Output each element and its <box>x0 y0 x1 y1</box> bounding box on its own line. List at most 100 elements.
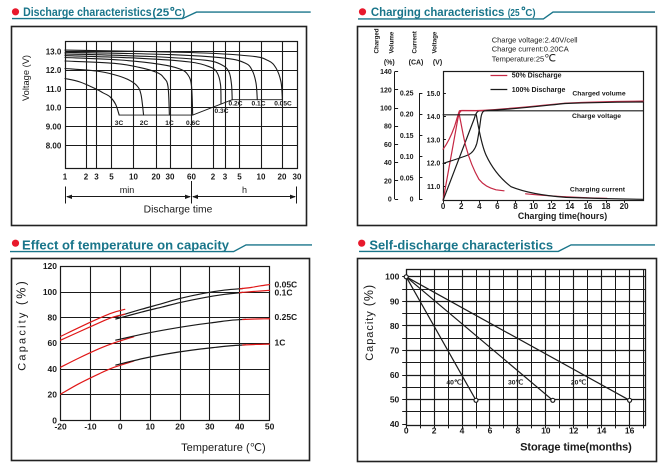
svg-text:100% Discharge: 100% Discharge <box>512 87 566 94</box>
svg-text:Temperature:25℃: Temperature:25℃ <box>492 52 557 64</box>
svg-text:30: 30 <box>205 421 215 431</box>
svg-text:14.0: 14.0 <box>427 114 441 121</box>
svg-text:0.10: 0.10 <box>400 154 414 161</box>
svg-text:0.05C: 0.05C <box>275 280 298 290</box>
svg-text:10: 10 <box>541 425 551 435</box>
svg-text:50% Discharge: 50% Discharge <box>512 73 562 80</box>
svg-text:2: 2 <box>211 172 216 181</box>
svg-text:Charging current: Charging current <box>570 187 626 194</box>
svg-text:Charge voltage: Charge voltage <box>572 113 621 120</box>
svg-text:Charge current:0.20CA: Charge current:0.20CA <box>492 45 569 54</box>
svg-text:Discharge time: Discharge time <box>144 205 213 216</box>
svg-text:20: 20 <box>175 421 185 431</box>
svg-text:40℃: 40℃ <box>446 379 462 387</box>
svg-text:30℃: 30℃ <box>508 379 524 387</box>
svg-text:120: 120 <box>380 87 392 94</box>
svg-text:8: 8 <box>516 425 521 435</box>
svg-text:0.25C: 0.25C <box>275 312 298 322</box>
svg-text:min: min <box>120 185 135 195</box>
svg-text:0.1C: 0.1C <box>252 101 266 108</box>
svg-text:0: 0 <box>441 202 446 211</box>
svg-text:0.6C: 0.6C <box>186 120 200 127</box>
svg-text:2: 2 <box>432 425 437 435</box>
svg-text:11.0: 11.0 <box>427 184 440 191</box>
svg-text:80: 80 <box>48 313 58 323</box>
svg-text:20: 20 <box>384 178 392 185</box>
svg-text:h: h <box>242 185 247 195</box>
svg-text:-10: -10 <box>84 421 97 431</box>
svg-text:60: 60 <box>48 338 58 348</box>
svg-text:60: 60 <box>187 172 196 181</box>
svg-text:(V): (V) <box>433 60 442 67</box>
svg-text:20: 20 <box>152 172 161 181</box>
svg-text:50: 50 <box>390 395 400 405</box>
svg-text:4: 4 <box>477 202 482 211</box>
svg-text:(CA): (CA) <box>409 60 424 67</box>
svg-text:12: 12 <box>547 202 556 211</box>
svg-text:40: 40 <box>384 160 392 167</box>
svg-text:20: 20 <box>278 172 287 181</box>
svg-text:20: 20 <box>48 390 58 400</box>
svg-text:60: 60 <box>384 142 392 149</box>
svg-text:Capacity (%): Capacity (%) <box>15 281 29 371</box>
svg-text:0: 0 <box>52 415 57 425</box>
svg-text:Discharge characteristics: Discharge characteristics <box>23 5 152 19</box>
svg-text:140: 140 <box>380 69 392 76</box>
svg-text:9.00: 9.00 <box>46 123 62 132</box>
svg-text:Capacity (%): Capacity (%) <box>362 285 376 361</box>
svg-text:0: 0 <box>118 421 123 431</box>
svg-text:3C: 3C <box>115 120 124 127</box>
svg-text:80: 80 <box>390 321 400 331</box>
svg-text:6: 6 <box>488 425 493 435</box>
svg-text:18: 18 <box>602 202 611 211</box>
svg-text:0: 0 <box>410 197 414 204</box>
svg-text:0.2C: 0.2C <box>229 101 243 108</box>
svg-text:12.0: 12.0 <box>46 66 62 75</box>
svg-text:20℃: 20℃ <box>571 379 587 387</box>
svg-text:120: 120 <box>43 261 57 271</box>
svg-text:3: 3 <box>223 172 228 181</box>
svg-text:14: 14 <box>565 202 574 211</box>
svg-text:10: 10 <box>145 421 155 431</box>
svg-text:(%): (%) <box>384 60 395 67</box>
svg-text:50: 50 <box>265 421 275 431</box>
svg-text:16: 16 <box>583 202 592 211</box>
svg-text:Effect of temperature on capac: Effect of temperature on capacity <box>22 238 229 252</box>
svg-text:90: 90 <box>390 296 400 306</box>
svg-text:Voltage: Voltage <box>432 31 439 53</box>
svg-text:0.20: 0.20 <box>400 112 414 119</box>
svg-text:100: 100 <box>43 287 57 297</box>
svg-text:8: 8 <box>513 202 518 211</box>
svg-text:0: 0 <box>404 425 409 435</box>
svg-text:0.05: 0.05 <box>400 175 414 182</box>
svg-text:0.05C: 0.05C <box>274 101 292 108</box>
svg-text:(25: (25 <box>508 8 520 19</box>
svg-text:13.0: 13.0 <box>427 137 441 144</box>
svg-text:80: 80 <box>384 124 392 131</box>
svg-text:Current: Current <box>412 31 419 53</box>
svg-text:(25: (25 <box>152 7 169 19</box>
svg-text:10.0: 10.0 <box>46 104 62 113</box>
svg-text:0.25: 0.25 <box>400 91 414 98</box>
svg-text:C): C) <box>175 8 186 19</box>
svg-text:11.0: 11.0 <box>46 85 62 94</box>
svg-text:Charging characteristics: Charging characteristics <box>371 5 505 19</box>
svg-text:100: 100 <box>380 106 392 113</box>
svg-text:6: 6 <box>495 202 500 211</box>
svg-text:40: 40 <box>235 421 245 431</box>
svg-text:16: 16 <box>625 425 635 435</box>
svg-text:1C: 1C <box>275 338 286 348</box>
svg-text:60: 60 <box>390 370 400 380</box>
svg-text:0: 0 <box>388 197 392 204</box>
svg-text:-20: -20 <box>54 421 67 431</box>
svg-text:8.00: 8.00 <box>46 141 62 150</box>
svg-text:3: 3 <box>94 172 99 181</box>
svg-text:12.0: 12.0 <box>427 161 441 168</box>
svg-text:2: 2 <box>459 202 464 211</box>
svg-text:15.0: 15.0 <box>427 91 441 98</box>
svg-text:0.15: 0.15 <box>400 133 414 140</box>
svg-text:0.3C: 0.3C <box>215 108 229 115</box>
svg-text:Storage time(months): Storage time(months) <box>520 442 632 454</box>
svg-text:10: 10 <box>257 172 266 181</box>
svg-text:5: 5 <box>109 172 114 181</box>
